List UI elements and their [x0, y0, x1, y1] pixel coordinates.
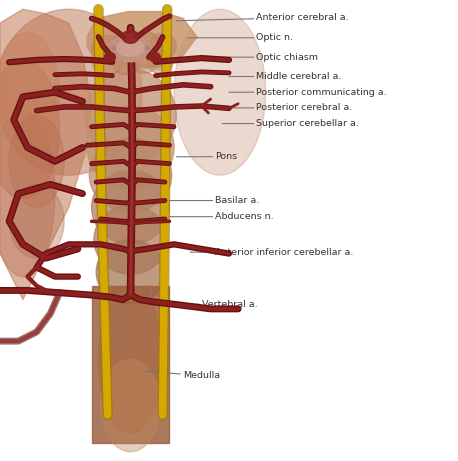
Ellipse shape — [149, 53, 160, 62]
Ellipse shape — [0, 60, 60, 198]
Text: Superior cerebellar a.: Superior cerebellar a. — [222, 119, 360, 128]
Ellipse shape — [116, 53, 136, 71]
Ellipse shape — [93, 52, 123, 75]
Ellipse shape — [0, 111, 55, 277]
Ellipse shape — [97, 56, 118, 72]
Ellipse shape — [101, 360, 160, 452]
Ellipse shape — [110, 34, 151, 62]
Text: Optic n.: Optic n. — [188, 33, 294, 42]
Polygon shape — [0, 9, 92, 300]
Text: Anterior inferior cerebellar a.: Anterior inferior cerebellar a. — [190, 248, 354, 257]
Text: Middle cerebral a.: Middle cerebral a. — [229, 72, 342, 81]
Ellipse shape — [89, 138, 172, 212]
Ellipse shape — [131, 48, 158, 73]
Ellipse shape — [112, 50, 140, 75]
Text: Basilar a.: Basilar a. — [163, 196, 260, 205]
Ellipse shape — [153, 37, 172, 55]
Ellipse shape — [9, 115, 64, 207]
Ellipse shape — [96, 39, 119, 58]
Ellipse shape — [135, 52, 154, 70]
Text: Pons: Pons — [176, 152, 237, 161]
Ellipse shape — [151, 54, 169, 71]
Ellipse shape — [98, 286, 163, 433]
Ellipse shape — [92, 35, 124, 61]
Text: Posterior communicating a.: Posterior communicating a. — [229, 88, 387, 97]
Polygon shape — [92, 286, 169, 443]
Text: Posterior cerebral a.: Posterior cerebral a. — [224, 103, 353, 112]
Ellipse shape — [174, 9, 266, 175]
Ellipse shape — [149, 33, 176, 59]
Ellipse shape — [87, 106, 174, 189]
Text: Optic chiasm: Optic chiasm — [190, 53, 318, 62]
Ellipse shape — [117, 40, 144, 56]
Ellipse shape — [147, 51, 173, 74]
Ellipse shape — [9, 184, 64, 258]
Text: Anterior cerebral a.: Anterior cerebral a. — [176, 13, 349, 22]
Ellipse shape — [94, 205, 167, 274]
Ellipse shape — [111, 32, 141, 60]
Ellipse shape — [0, 9, 142, 175]
Text: Vertebral a.: Vertebral a. — [163, 300, 257, 309]
Text: Abducens n.: Abducens n. — [167, 212, 274, 221]
Ellipse shape — [92, 171, 169, 244]
Ellipse shape — [85, 69, 176, 161]
Ellipse shape — [122, 30, 139, 43]
Ellipse shape — [0, 32, 60, 152]
Ellipse shape — [130, 31, 159, 59]
Ellipse shape — [104, 53, 115, 62]
Ellipse shape — [96, 240, 165, 304]
Ellipse shape — [116, 36, 136, 56]
Text: Medulla: Medulla — [144, 371, 220, 380]
Polygon shape — [87, 12, 197, 68]
Ellipse shape — [134, 35, 154, 54]
